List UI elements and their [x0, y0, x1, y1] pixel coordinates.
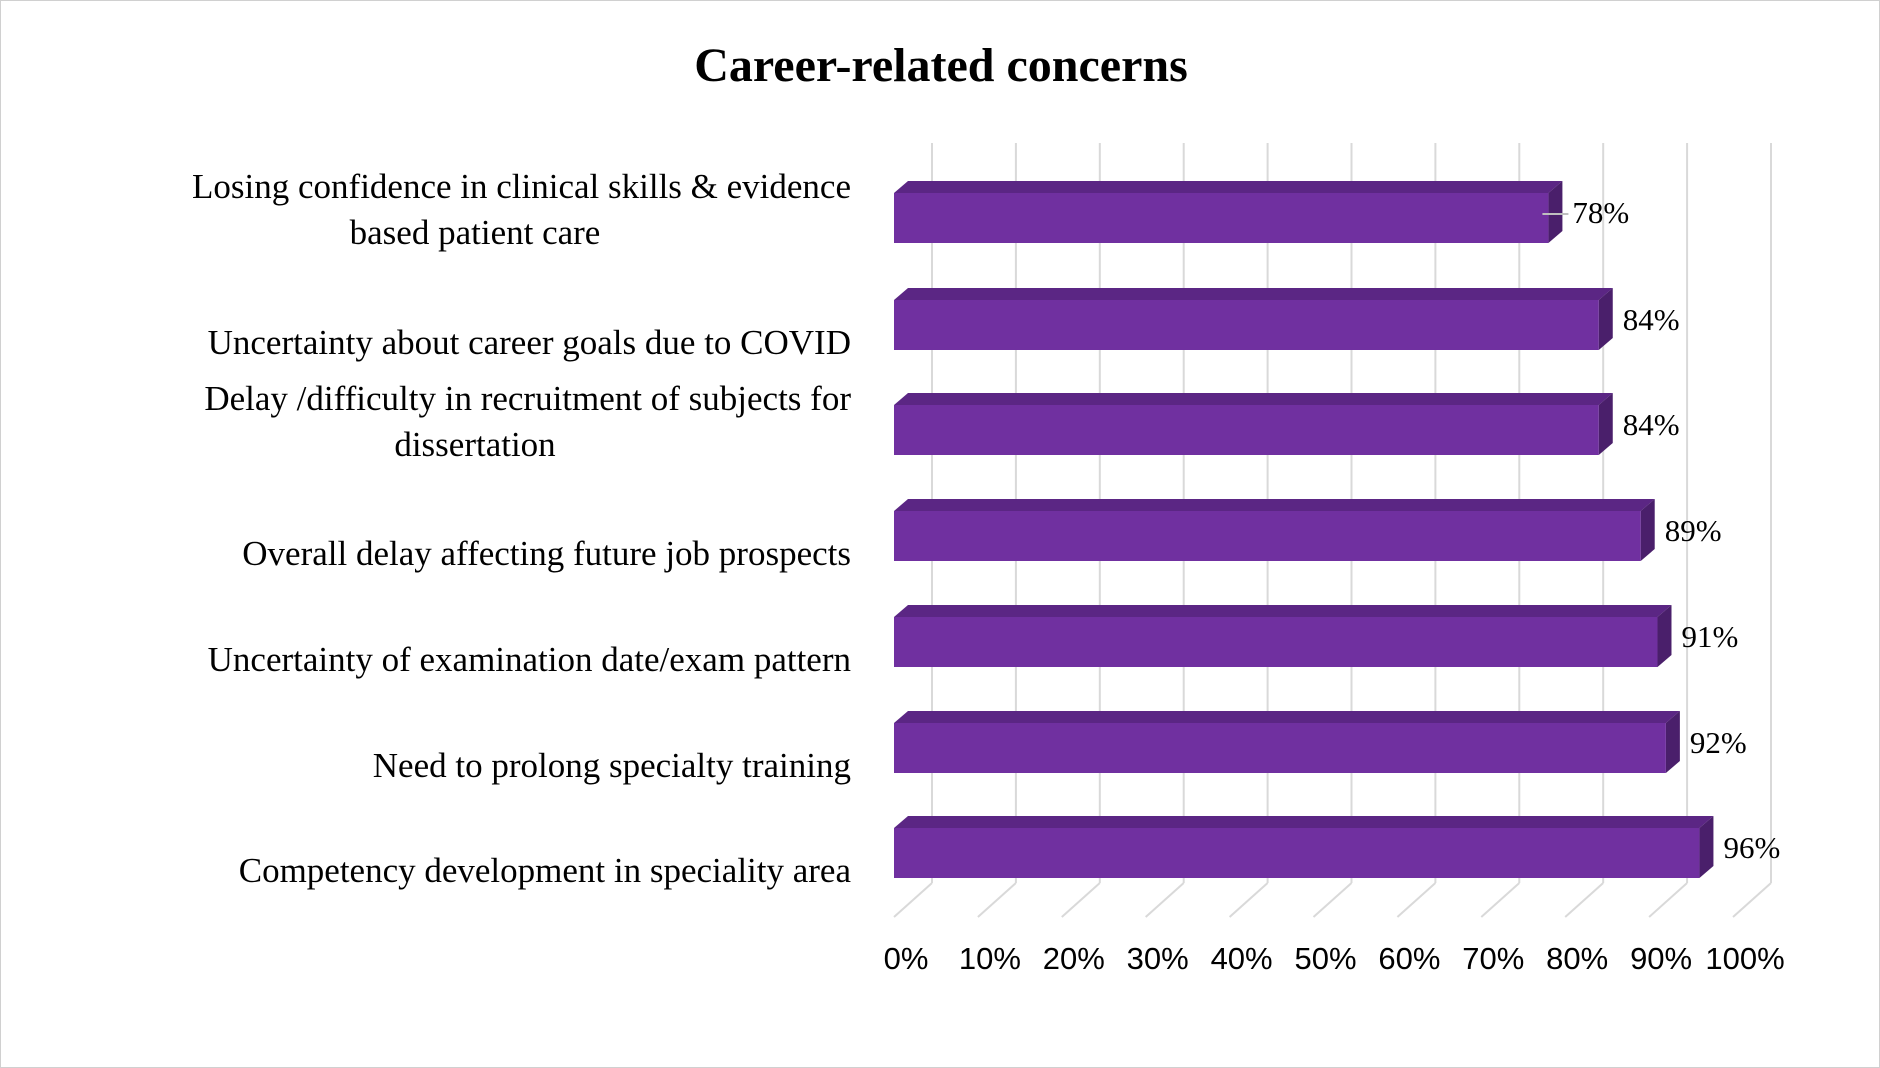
x-tick-label: 10%: [959, 941, 1021, 976]
gridline-floor: [1732, 882, 1772, 918]
bar-group: [894, 181, 1563, 243]
x-tick-label: 70%: [1462, 941, 1524, 976]
bar-top-face: [894, 711, 1680, 723]
bar-group: [894, 605, 1672, 667]
bar: [894, 511, 1641, 561]
gridline-floor: [1061, 882, 1101, 918]
data-label: 78%: [1572, 195, 1629, 230]
gridline-floor: [1480, 882, 1520, 918]
gridline-floor: [1564, 882, 1604, 918]
bar-top-face: [894, 816, 1714, 828]
category-label: Delay /difficulty in recruitment of subj…: [204, 379, 851, 418]
data-label: 84%: [1623, 302, 1680, 337]
bar-group: [894, 816, 1714, 878]
bar: [894, 300, 1599, 350]
bar-group: [894, 711, 1680, 773]
bar-side-face: [1598, 393, 1613, 455]
bar-side-face: [1548, 181, 1563, 243]
bar: [894, 405, 1599, 455]
data-labels: 78% 84% 84% 89% 91% 92% 96%: [1542, 195, 1780, 865]
category-label: Uncertainty about career goals due to CO…: [208, 323, 851, 362]
chart-title: Career-related concerns: [694, 39, 1188, 92]
category-label: based patient care: [350, 213, 601, 252]
gridline-floor: [1145, 882, 1185, 918]
bar-top-face: [894, 499, 1655, 511]
data-label: 91%: [1681, 619, 1738, 654]
data-label: 96%: [1723, 830, 1780, 865]
gridline-floor: [977, 882, 1017, 918]
bar-side-face: [1640, 499, 1655, 561]
bar: [894, 828, 1700, 878]
category-label: Uncertainty of examination date/exam pat…: [208, 640, 851, 679]
bar-side-face: [1699, 816, 1714, 878]
x-axis-tick-labels: 0% 10% 20% 30% 40% 50% 60% 70% 80% 90% 100%: [884, 941, 1785, 976]
bar-group: [894, 393, 1613, 455]
x-tick-label: 40%: [1211, 941, 1273, 976]
category-label: Competency development in speciality are…: [239, 851, 852, 890]
bar-side-face: [1665, 711, 1680, 773]
gridline-floor: [1312, 882, 1353, 918]
x-tick-label: 90%: [1630, 941, 1692, 976]
x-tick-label: 50%: [1294, 941, 1356, 976]
x-tick-label: 60%: [1378, 941, 1440, 976]
bar-top-face: [894, 605, 1672, 617]
data-label: 89%: [1665, 513, 1722, 548]
bar-side-face: [1598, 288, 1613, 350]
bar: [894, 617, 1658, 667]
gridline-floor: [1228, 882, 1269, 918]
bar: [894, 193, 1549, 243]
bar-top-face: [894, 181, 1563, 193]
category-label: dissertation: [394, 425, 555, 464]
category-label: Losing confidence in clinical skills & e…: [192, 167, 851, 206]
bar-side-face: [1657, 605, 1672, 667]
gridline-floor: [893, 882, 933, 918]
x-tick-label: 100%: [1705, 941, 1784, 976]
category-label: Overall delay affecting future job prosp…: [242, 534, 851, 573]
x-tick-label: 30%: [1127, 941, 1189, 976]
x-tick-label: 0%: [884, 941, 929, 976]
bar-top-face: [894, 393, 1613, 405]
bars: [894, 181, 1714, 878]
data-label: 84%: [1623, 407, 1680, 442]
gridline-floor: [1396, 882, 1437, 918]
gridline-floor: [1648, 882, 1688, 918]
x-tick-label: 80%: [1546, 941, 1608, 976]
category-label: Need to prolong specialty training: [373, 746, 851, 785]
bar-group: [894, 499, 1655, 561]
bar: [894, 723, 1666, 773]
category-labels: Losing confidence in clinical skills & e…: [192, 167, 851, 890]
bar-group: [894, 288, 1613, 350]
data-label: 92%: [1690, 725, 1747, 760]
bar-top-face: [894, 288, 1613, 300]
x-tick-label: 20%: [1043, 941, 1105, 976]
